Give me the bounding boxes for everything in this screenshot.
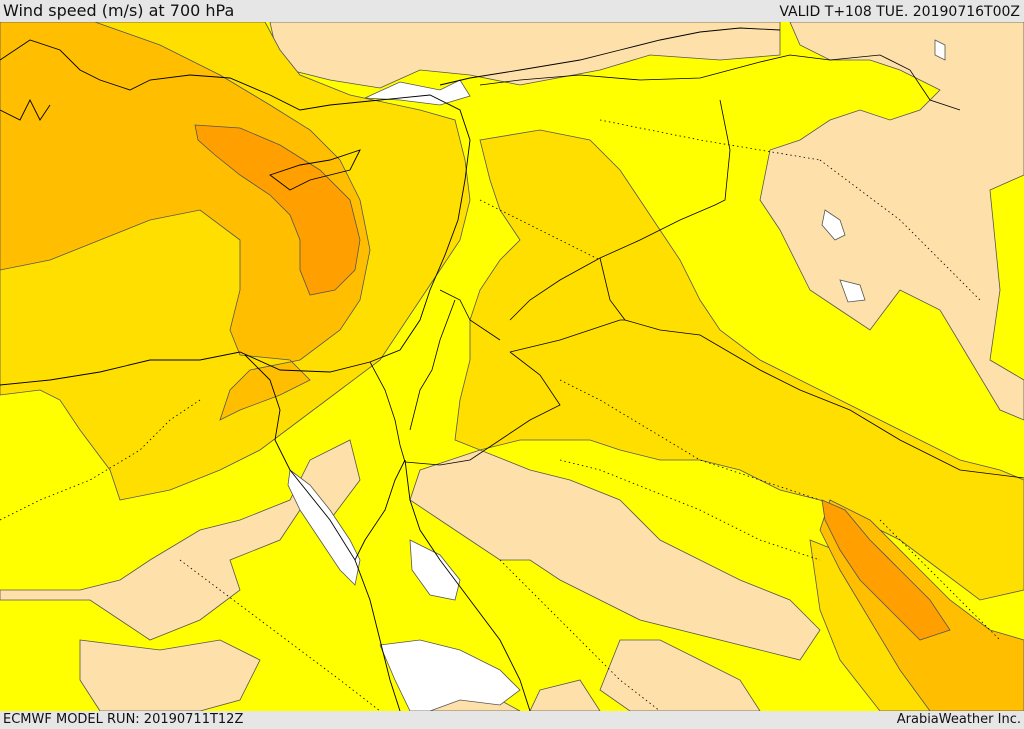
admin-boundaries bbox=[0, 119, 1001, 711]
model-run-label: ECMWF MODEL RUN: 20190711T12Z bbox=[3, 712, 244, 727]
header-bar: Wind speed (m/s) at 700 hPa VALID T+108 … bbox=[0, 0, 1024, 22]
footer-bar: ECMWF MODEL RUN: 20190711T12Z ArabiaWeat… bbox=[0, 711, 1024, 729]
map-title: Wind speed (m/s) at 700 hPa bbox=[3, 1, 235, 20]
coastlines bbox=[0, 27, 781, 711]
credit-label: ArabiaWeather Inc. bbox=[896, 712, 1021, 727]
country-borders bbox=[369, 54, 1024, 479]
valid-time-label: VALID T+108 TUE. 20190716T00Z bbox=[779, 4, 1020, 20]
jet-core-area bbox=[194, 124, 361, 296]
red-sea-core-area bbox=[821, 499, 951, 641]
light-wind-areas bbox=[0, 22, 1024, 711]
wind-speed-map bbox=[0, 22, 1024, 711]
